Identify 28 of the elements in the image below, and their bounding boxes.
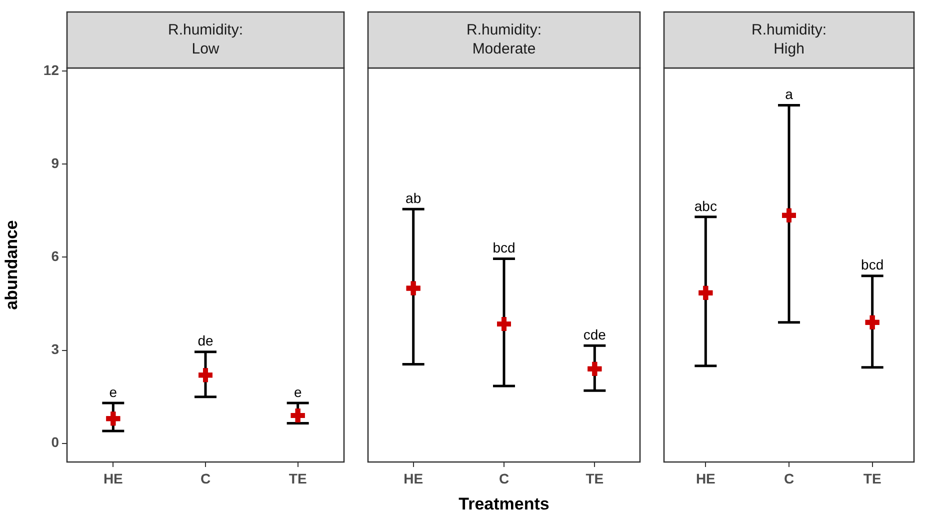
x-tick-label: HE bbox=[103, 470, 123, 486]
chart-title: R.humidity: Moderate bbox=[466, 22, 542, 58]
annotation: de bbox=[198, 332, 214, 349]
y-tick-label: 3 bbox=[51, 341, 60, 358]
y-tick-label: 12 bbox=[43, 62, 60, 78]
annotation: abc bbox=[694, 198, 717, 214]
y-tick-label: 9 bbox=[51, 155, 60, 172]
annotation: ab bbox=[406, 190, 422, 206]
x-tick-label: TE bbox=[863, 470, 882, 486]
x-tick-label: C bbox=[784, 470, 794, 486]
annotation: bcd bbox=[861, 256, 884, 273]
x-tick-label: C bbox=[498, 470, 510, 486]
annotation: e bbox=[109, 384, 118, 400]
annotation: cde bbox=[583, 326, 606, 343]
x-tick-label: HE bbox=[696, 470, 716, 486]
x-tick-label: TE bbox=[288, 470, 307, 486]
x-tick-label: TE bbox=[586, 470, 604, 486]
annotation: e bbox=[294, 384, 302, 400]
annotation: a bbox=[785, 86, 794, 102]
x-tick-label: C bbox=[200, 470, 211, 486]
y-axis-title: abundance bbox=[2, 220, 21, 310]
chart-title: R.humidity: High bbox=[751, 22, 827, 58]
annotation: bcd bbox=[492, 240, 516, 256]
x-tick-label: HE bbox=[404, 470, 424, 486]
x-axis-title: Treatments bbox=[458, 494, 550, 514]
y-tick-label: 0 bbox=[51, 434, 60, 450]
y-tick-label: 6 bbox=[51, 248, 60, 264]
chart-title: R.humidity: Low bbox=[168, 22, 244, 58]
